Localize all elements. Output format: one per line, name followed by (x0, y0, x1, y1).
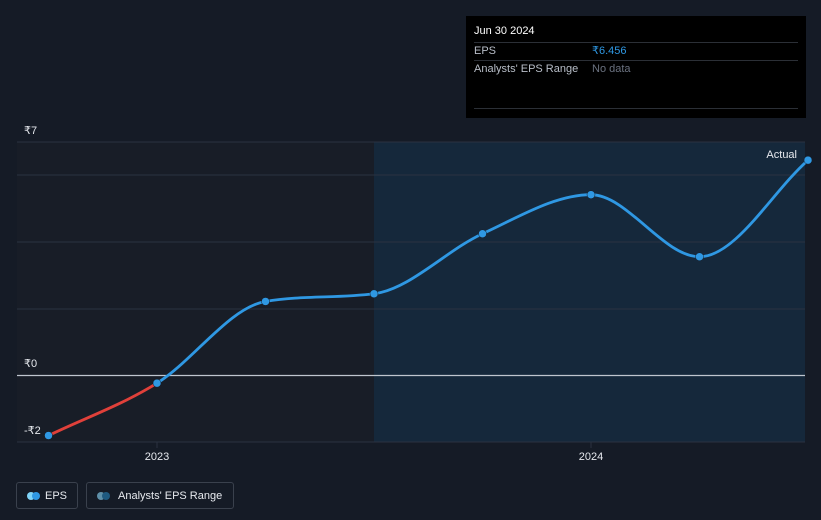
eps-point (261, 297, 270, 306)
eps-negative-line (47, 381, 159, 437)
eps-point (478, 229, 487, 238)
tooltip-row-eps: EPS ₹6.456 (474, 43, 798, 61)
y-tick-label: ₹0 (24, 358, 37, 370)
chart-regions (17, 142, 805, 442)
tooltip-row-range: Analysts' EPS Range No data (474, 61, 798, 78)
actual-label: Actual (766, 149, 797, 161)
tooltip-eps-label: EPS (474, 45, 497, 57)
eps-line (155, 158, 810, 385)
x-tick-label: 2024 (579, 451, 603, 463)
eps-tooltip: Jun 30 2024 EPS ₹6.456 Analysts' EPS Ran… (466, 16, 806, 118)
chart-labels: ₹7 ₹0 -₹2 2023 2024 Actual (24, 125, 797, 463)
legend-range-label: Analysts' EPS Range (118, 489, 223, 502)
eps-point (803, 155, 813, 165)
eps-point (695, 252, 704, 261)
past-region (17, 142, 374, 442)
legend-eps-button[interactable]: EPS (16, 482, 78, 509)
x-tick-label: 2023 (145, 451, 169, 463)
chart-gridlines (17, 141, 805, 448)
tooltip-eps-value: ₹6.456 (592, 45, 627, 57)
eps-point (586, 190, 596, 199)
y-tick-label: -₹2 (24, 425, 41, 437)
legend-eps-label: EPS (44, 489, 67, 502)
tooltip-range-value: No data (592, 63, 631, 75)
tooltip-divider (474, 108, 798, 109)
tooltip-date: Jun 30 2024 (474, 22, 798, 43)
legend-eps-dot-icon (27, 491, 40, 500)
forecast-region (374, 142, 805, 442)
chart-lines (47, 158, 810, 437)
eps-point (44, 431, 53, 440)
eps-point (152, 378, 162, 388)
eps-point (369, 289, 379, 299)
legend-range-button[interactable]: Analysts' EPS Range (86, 482, 234, 509)
chart-points (44, 155, 813, 440)
tooltip-range-label: Analysts' EPS Range (474, 63, 579, 75)
legend-range-dot-icon (97, 491, 111, 500)
y-tick-label: ₹7 (24, 125, 37, 137)
